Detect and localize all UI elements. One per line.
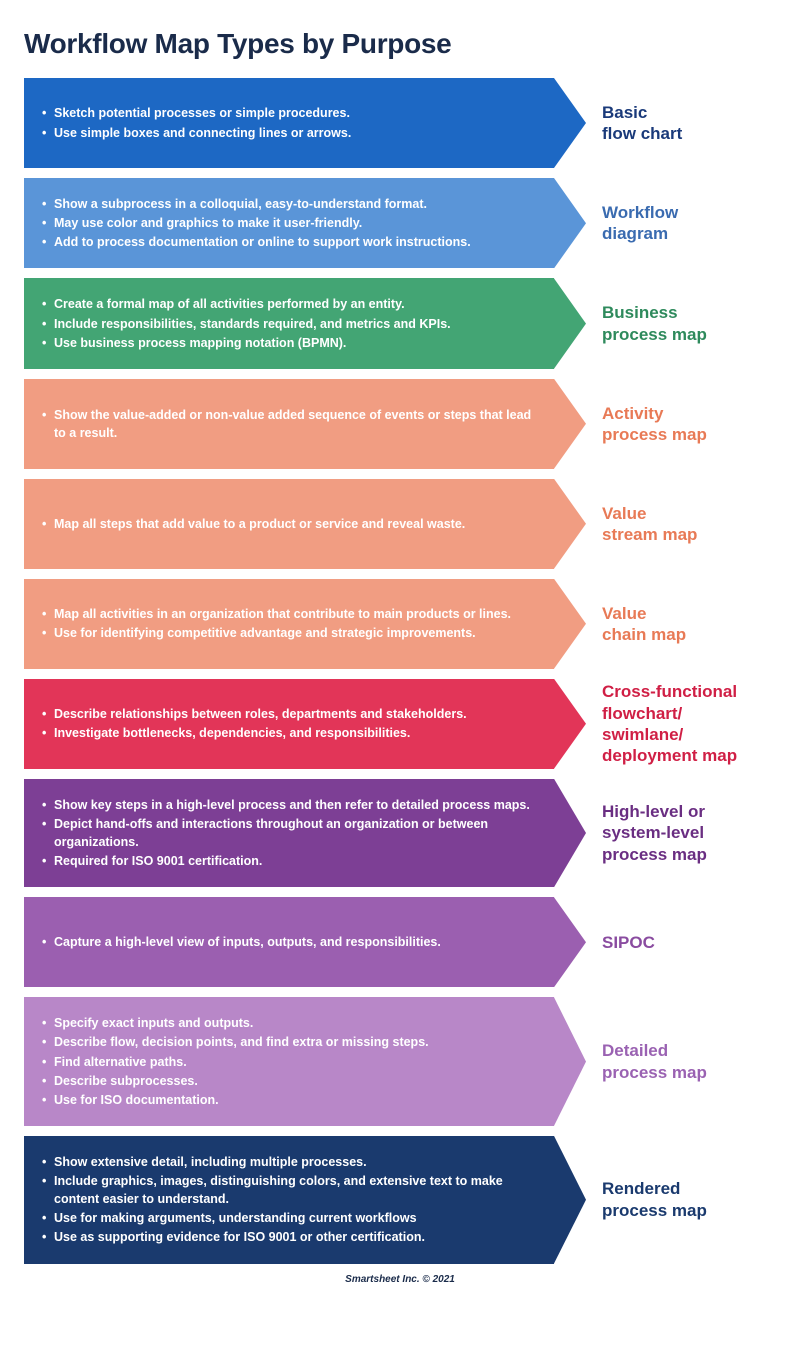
bullet-item: Show key steps in a high-level process a… bbox=[42, 796, 536, 814]
bullet-list: Show a subprocess in a colloquial, easy-… bbox=[42, 194, 471, 252]
bullet-list: Map all steps that add value to a produc… bbox=[42, 514, 465, 534]
bullet-item: Add to process documentation or online t… bbox=[42, 233, 471, 251]
bullet-item: Specify exact inputs and outputs. bbox=[42, 1014, 429, 1032]
row-label: Cross-functionalflowchart/swimlane/deplo… bbox=[554, 679, 776, 769]
row-label: Detailedprocess map bbox=[554, 997, 776, 1126]
bullet-item: Show a subprocess in a colloquial, easy-… bbox=[42, 195, 471, 213]
workflow-row: Specify exact inputs and outputs.Describ… bbox=[24, 997, 776, 1126]
arrow-box: Show a subprocess in a colloquial, easy-… bbox=[24, 178, 554, 268]
bullet-item: Use simple boxes and connecting lines or… bbox=[42, 124, 351, 142]
workflow-row: Show a subprocess in a colloquial, easy-… bbox=[24, 178, 776, 268]
row-label: Workflowdiagram bbox=[554, 178, 776, 268]
bullet-item: Show the value-added or non-value added … bbox=[42, 406, 536, 442]
bullet-item: Describe flow, decision points, and find… bbox=[42, 1033, 429, 1051]
bullet-item: Create a formal map of all activities pe… bbox=[42, 295, 451, 313]
row-label: Valuechain map bbox=[554, 579, 776, 669]
bullet-item: Describe subprocesses. bbox=[42, 1072, 429, 1090]
bullet-list: Specify exact inputs and outputs.Describ… bbox=[42, 1013, 429, 1110]
bullet-item: Include responsibilities, standards requ… bbox=[42, 315, 451, 333]
arrow-box: Map all steps that add value to a produc… bbox=[24, 479, 554, 569]
workflow-row: Sketch potential processes or simple pro… bbox=[24, 78, 776, 168]
bullet-item: Include graphics, images, distinguishing… bbox=[42, 1172, 536, 1208]
bullet-list: Capture a high-level view of inputs, out… bbox=[42, 932, 441, 952]
bullet-item: Required for ISO 9001 certification. bbox=[42, 852, 536, 870]
page-title: Workflow Map Types by Purpose bbox=[24, 28, 776, 60]
bullet-item: Use as supporting evidence for ISO 9001 … bbox=[42, 1228, 536, 1246]
arrow-box: Show key steps in a high-level process a… bbox=[24, 779, 554, 888]
arrow-box: Create a formal map of all activities pe… bbox=[24, 278, 554, 368]
bullet-item: Use for making arguments, understanding … bbox=[42, 1209, 536, 1227]
bullet-list: Show key steps in a high-level process a… bbox=[42, 795, 536, 872]
rows-container: Sketch potential processes or simple pro… bbox=[24, 78, 776, 1264]
arrow-box: Capture a high-level view of inputs, out… bbox=[24, 897, 554, 987]
arrow-box: Map all activities in an organization th… bbox=[24, 579, 554, 669]
arrow-box: Show the value-added or non-value added … bbox=[24, 379, 554, 469]
bullet-item: Use for identifying competitive advantag… bbox=[42, 624, 511, 642]
bullet-item: Describe relationships between roles, de… bbox=[42, 705, 467, 723]
workflow-row: Map all activities in an organization th… bbox=[24, 579, 776, 669]
arrow-box: Show extensive detail, including multipl… bbox=[24, 1136, 554, 1264]
bullet-item: Find alternative paths. bbox=[42, 1053, 429, 1071]
arrow-box: Describe relationships between roles, de… bbox=[24, 679, 554, 769]
row-label: High-level orsystem-levelprocess map bbox=[554, 779, 776, 888]
arrow-box: Sketch potential processes or simple pro… bbox=[24, 78, 554, 168]
workflow-row: Show the value-added or non-value added … bbox=[24, 379, 776, 469]
workflow-row: Map all steps that add value to a produc… bbox=[24, 479, 776, 569]
bullet-list: Show extensive detail, including multipl… bbox=[42, 1152, 536, 1248]
bullet-item: Depict hand-offs and interactions throug… bbox=[42, 815, 536, 851]
bullet-list: Sketch potential processes or simple pro… bbox=[42, 103, 351, 142]
workflow-row: Describe relationships between roles, de… bbox=[24, 679, 776, 769]
row-label: Basicflow chart bbox=[554, 78, 776, 168]
row-label: Businessprocess map bbox=[554, 278, 776, 368]
bullet-item: Map all activities in an organization th… bbox=[42, 605, 511, 623]
bullet-item: Capture a high-level view of inputs, out… bbox=[42, 933, 441, 951]
workflow-row: Show key steps in a high-level process a… bbox=[24, 779, 776, 888]
row-label: Renderedprocess map bbox=[554, 1136, 776, 1264]
bullet-list: Map all activities in an organization th… bbox=[42, 604, 511, 643]
workflow-row: Capture a high-level view of inputs, out… bbox=[24, 897, 776, 987]
bullet-item: Investigate bottlenecks, dependencies, a… bbox=[42, 724, 467, 742]
footer-credit: Smartsheet Inc. © 2021 bbox=[24, 1274, 776, 1285]
bullet-item: Use business process mapping notation (B… bbox=[42, 334, 451, 352]
arrow-box: Specify exact inputs and outputs.Describ… bbox=[24, 997, 554, 1126]
bullet-item: Map all steps that add value to a produc… bbox=[42, 515, 465, 533]
bullet-item: Use for ISO documentation. bbox=[42, 1091, 429, 1109]
bullet-list: Create a formal map of all activities pe… bbox=[42, 294, 451, 352]
bullet-list: Describe relationships between roles, de… bbox=[42, 704, 467, 743]
bullet-item: Sketch potential processes or simple pro… bbox=[42, 104, 351, 122]
bullet-item: Show extensive detail, including multipl… bbox=[42, 1153, 536, 1171]
bullet-list: Show the value-added or non-value added … bbox=[42, 405, 536, 443]
workflow-row: Create a formal map of all activities pe… bbox=[24, 278, 776, 368]
row-label: Valuestream map bbox=[554, 479, 776, 569]
bullet-item: May use color and graphics to make it us… bbox=[42, 214, 471, 232]
workflow-row: Show extensive detail, including multipl… bbox=[24, 1136, 776, 1264]
row-label: SIPOC bbox=[554, 897, 776, 987]
row-label: Activityprocess map bbox=[554, 379, 776, 469]
